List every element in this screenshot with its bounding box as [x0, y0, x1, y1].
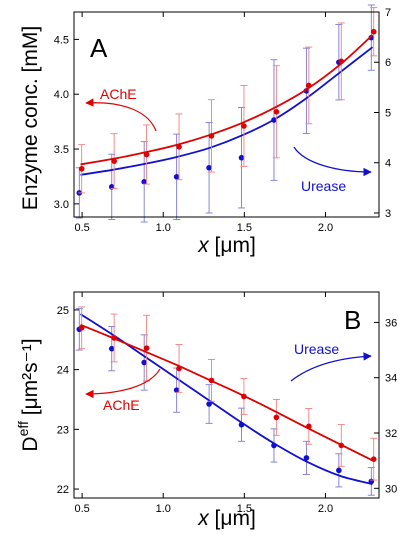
panel-b-urease-point: [336, 467, 342, 474]
panel-b-y-left-tick-label: 23: [57, 424, 69, 436]
panel-b-y-axis-prefix: D: [19, 436, 42, 451]
panel-a-x-axis-unit: [μm]: [215, 234, 256, 257]
panel-a-label: A: [90, 33, 108, 63]
panel-a-urease-point: [141, 179, 147, 185]
panel-a-x-tick-label: 1.5: [237, 222, 252, 234]
panel-a-urease-point: [238, 154, 245, 161]
panel-a-ache-point: [306, 82, 312, 89]
panel-b-ache-point: [176, 365, 182, 372]
panel-a-ache-point: [176, 144, 182, 150]
panel-b-x-tick-label: 1.5: [237, 503, 252, 515]
panel-a-y-right-tick-label: 3: [385, 208, 391, 220]
panel-b-y-right-tick-label: 34: [385, 373, 397, 385]
panel-a-x-tick-label: 0.5: [74, 222, 89, 234]
panel-a-ache-point: [143, 151, 150, 158]
panel-b-x-axis-unit: [μm]: [215, 507, 256, 530]
panel-b-urease-point: [238, 421, 245, 428]
panel-b-x-axis-variable: x: [197, 507, 210, 530]
panel-a-ache-arrow: [85, 98, 157, 132]
panel-a-y-axis-title: Enzyme conc. [mM]: [19, 26, 42, 210]
panel-a-ache-point: [338, 58, 345, 65]
panel-a-frame: [73, 11, 380, 218]
panel-b-x-tick-label: 2.0: [318, 503, 333, 515]
panel-a-y-right-tick-label: 6: [385, 57, 391, 69]
panel-b-frame: [73, 291, 380, 499]
panel-b-urease-point: [303, 455, 310, 461]
panel-a-chart: 0.5 1.0 1.5 2.0 3.0 3.5 4.0 4.5 3 4 5 6 7 A AChE Ure…: [19, 4, 391, 257]
panel-b-urease-point: [271, 442, 277, 449]
panel-a-ache-point: [111, 158, 117, 164]
panel-a-ache-point: [273, 108, 280, 115]
panel-b-y-left-tick-label: 25: [57, 305, 69, 317]
panel-b-ache-arrow: [85, 368, 161, 399]
panel-a-ache-point: [208, 133, 215, 139]
panel-b-urease-point: [173, 387, 180, 393]
panel-a-x-tick-label: 2.0: [318, 222, 333, 234]
panel-b-x-tick-label: 0.5: [74, 503, 89, 515]
panel-b-y-axis-sup: eff: [15, 421, 31, 436]
panel-b-y-left-tick-label: 24: [57, 365, 69, 377]
panel-a-y-left-tick-label: 4.0: [54, 89, 69, 101]
panel-a-urease-point: [173, 174, 180, 180]
panel-b-ache-point: [370, 456, 377, 462]
panel-a-x-axis-variable: x: [197, 234, 210, 257]
panel-b-y-right-tick-label: 30: [385, 483, 397, 495]
panel-a-y-left-tick-label: 3.5: [54, 144, 69, 156]
panel-a-marks: [75, 4, 378, 223]
panel-a-y-right-tick-label: 5: [385, 107, 391, 119]
panel-b-urease-annotation: Urease: [294, 341, 339, 357]
panel-b-ache-point: [241, 393, 247, 400]
panel-a-x-axis-title: x [μm]: [197, 234, 256, 257]
panel-b-y-axis-units: [μm²s⁻¹]: [19, 338, 42, 415]
panel-a-ache-fit-line: [80, 34, 374, 166]
panel-a-urease-point: [206, 164, 212, 171]
panel-a-x-tick-label: 1.0: [156, 222, 171, 234]
panel-a-y-left-tick-label: 3.0: [54, 199, 69, 211]
panel-b-y-right-tick-label: 36: [385, 317, 397, 329]
panel-b-x-axis-title: x [μm]: [197, 507, 256, 530]
panel-b-urease-point: [141, 359, 147, 366]
panel-b-ticks: 0.5 1.0 1.5 2.0 22 23 24 25 30 32 34 36: [57, 292, 397, 515]
panel-b-ache-point: [306, 423, 312, 430]
panel-b-x-tick-label: 1.0: [156, 503, 171, 515]
panel-b-ache-point: [273, 414, 280, 421]
panel-a-ache-annotation: AChE: [100, 86, 137, 102]
panel-a-ticks: 0.5 1.0 1.5 2.0 3.0 3.5 4.0 4.5 3 4 5 6 7: [54, 7, 391, 234]
panel-a-y-right-tick-label: 7: [385, 7, 391, 19]
panel-b-chart: 0.5 1.0 1.5 2.0 22 23 24 25 30 32 34 36 B Urease AC…: [15, 291, 397, 530]
panel-b-y-axis-title: Deff [μm²s⁻¹]: [15, 338, 42, 451]
panel-b-marks: [75, 306, 378, 496]
panel-a-y-right-tick-label: 4: [385, 158, 391, 170]
panel-a-urease-point: [271, 117, 277, 123]
panel-b-label: B: [344, 305, 361, 335]
panel-b-y-right-tick-label: 32: [385, 428, 397, 440]
panel-a-urease-annotation: Urease: [301, 178, 346, 194]
panel-a-y-left-tick-label: 4.5: [54, 34, 69, 46]
panel-a-urease-fit-line: [80, 46, 374, 176]
panel-b-urease-arrow: [290, 352, 372, 382]
panel-b-ache-fit-line: [80, 323, 373, 462]
panel-b-ache-point: [78, 325, 85, 331]
panel-b-ache-point: [338, 442, 345, 449]
panel-a-ache-point: [78, 165, 85, 172]
panel-b-urease-point: [206, 401, 212, 407]
panel-a-urease-arrow: [293, 146, 372, 177]
panel-b-ache-point: [111, 335, 117, 341]
panel-b-ache-point: [208, 377, 215, 384]
panel-a-ache-point: [370, 28, 377, 35]
panel-a-ache-point: [241, 123, 247, 129]
panel-b-ache-annotation: AChE: [103, 397, 140, 413]
panel-b-ache-point: [143, 345, 150, 351]
panel-b-urease-point: [108, 345, 115, 352]
panel-b-y-left-tick-label: 22: [57, 484, 69, 496]
